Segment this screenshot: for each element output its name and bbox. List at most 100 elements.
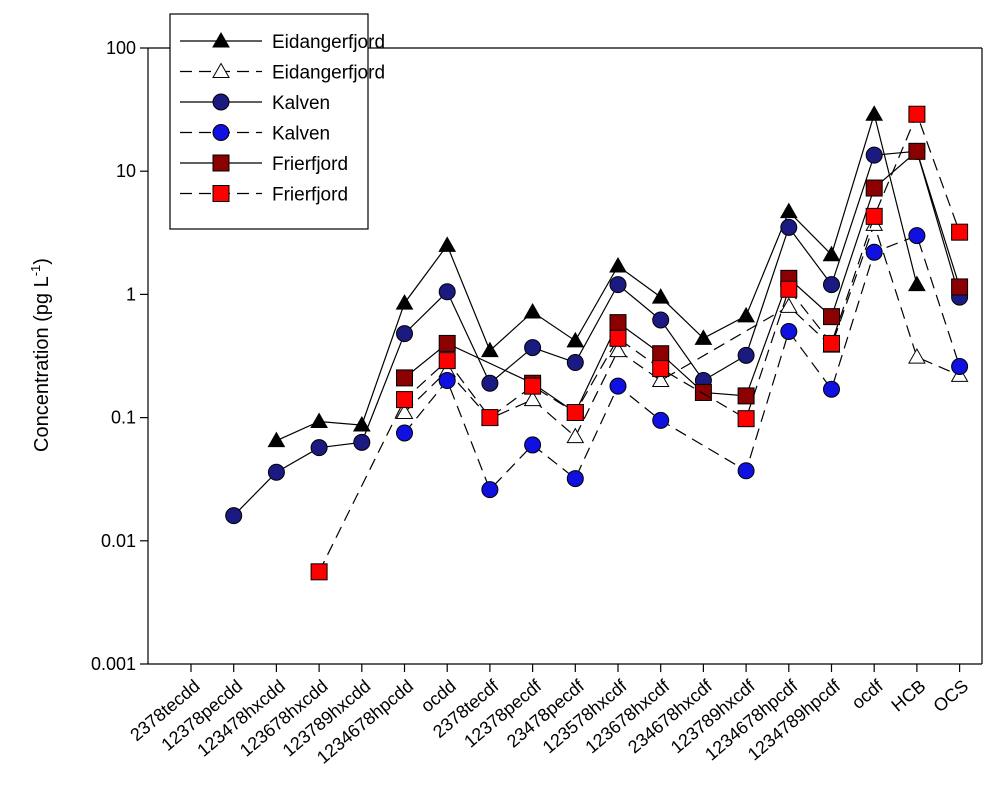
- data-point-triangle: [438, 236, 457, 252]
- series-0: [267, 105, 926, 448]
- data-point-triangle: [779, 297, 798, 313]
- legend-label: Kalven: [272, 93, 330, 114]
- data-point-square: [310, 563, 328, 581]
- data-point-square: [951, 223, 969, 241]
- series-5: [310, 105, 969, 581]
- data-point-square: [652, 345, 670, 363]
- data-point-triangle: [737, 306, 755, 323]
- data-point-triangle: [822, 245, 841, 262]
- y-tick-label: 1: [126, 284, 136, 304]
- y-tick-label: 10: [116, 161, 136, 181]
- data-point-square: [396, 369, 413, 387]
- data-point-triangle: [395, 403, 414, 420]
- data-point-triangle: [566, 427, 585, 444]
- series-layer: [225, 105, 969, 581]
- data-point-square: [780, 280, 798, 298]
- data-point-circle: [780, 322, 798, 340]
- data-point-circle: [481, 481, 499, 499]
- y-tick-label: 100: [106, 38, 136, 58]
- y-tick-label: 0.01: [101, 531, 136, 551]
- data-point-circle: [737, 346, 755, 364]
- data-point-triangle: [395, 294, 414, 310]
- data-point-circle: [652, 411, 670, 429]
- legend-item: Kalven: [180, 93, 330, 114]
- data-point-circle: [865, 146, 883, 164]
- data-point-square: [566, 404, 584, 422]
- legend: Eidangerfjord Eidangerfjord Kalven Kalven Fr…: [169, 13, 385, 230]
- data-point-circle: [212, 124, 230, 141]
- series-4: [396, 142, 969, 422]
- data-point-circle: [737, 462, 755, 480]
- data-point-circle: [267, 463, 285, 481]
- data-point-circle: [225, 507, 243, 525]
- data-point-circle: [780, 218, 798, 236]
- series-line: [318, 112, 961, 573]
- data-point-circle: [396, 424, 413, 442]
- series-line: [404, 222, 960, 438]
- x-tick-label: ocdf: [848, 675, 888, 713]
- data-point-circle: [908, 227, 926, 245]
- data-point-circle: [438, 283, 456, 301]
- data-point-square: [212, 185, 230, 202]
- data-point-square: [737, 387, 755, 405]
- data-point-circle: [823, 380, 840, 398]
- data-point-triangle: [310, 412, 328, 428]
- data-point-triangle: [481, 341, 499, 358]
- data-point-triangle: [523, 302, 542, 319]
- data-point-circle: [566, 354, 584, 372]
- legend-item: Frierfjord: [180, 185, 348, 206]
- y-axis-label: Concentration (pg L-1): [28, 258, 53, 452]
- legend-item: Frierfjord: [180, 154, 348, 175]
- data-point-square: [908, 105, 926, 123]
- data-point-circle: [823, 276, 840, 294]
- data-point-triangle: [352, 416, 371, 432]
- data-point-square: [609, 329, 627, 347]
- legend-item: Kalven: [180, 124, 330, 145]
- legend-label: Kalven: [272, 124, 330, 145]
- data-point-circle: [524, 339, 542, 357]
- data-point-square: [865, 179, 883, 197]
- legend-label: Eidangerfjord: [272, 32, 385, 53]
- legend-label: Frierfjord: [272, 154, 348, 175]
- x-tick-label: OCS: [929, 676, 972, 716]
- data-point-square: [865, 207, 883, 225]
- data-point-square: [396, 391, 413, 409]
- data-point-circle: [310, 439, 328, 457]
- data-point-triangle: [651, 288, 670, 304]
- x-tick-label: HCB: [887, 676, 929, 716]
- data-point-triangle: [212, 62, 230, 78]
- y-tick-label: 0.1: [111, 408, 136, 428]
- data-point-triangle: [609, 257, 627, 273]
- data-point-circle: [353, 433, 371, 451]
- data-point-circle: [212, 93, 230, 111]
- data-point-triangle: [908, 348, 926, 364]
- data-point-triangle: [694, 329, 713, 345]
- data-point-circle: [609, 377, 627, 395]
- data-point-triangle: [609, 341, 627, 358]
- legend-item: Eidangerfjord: [180, 31, 385, 53]
- data-point-triangle: [212, 31, 230, 48]
- data-point-square: [438, 334, 456, 352]
- data-point-square: [823, 334, 840, 352]
- data-point-circle: [396, 325, 413, 343]
- data-point-square: [823, 308, 840, 326]
- legend-label: Eidangerfjord: [272, 63, 385, 84]
- data-point-triangle: [523, 390, 542, 407]
- data-point-circle: [566, 470, 584, 488]
- data-point-square: [609, 314, 627, 332]
- data-point-circle: [652, 311, 670, 329]
- series-3: [396, 227, 969, 499]
- data-point-triangle: [865, 105, 884, 121]
- y-tick-label: 0.001: [91, 654, 136, 674]
- data-point-square: [737, 410, 755, 428]
- data-point-square: [908, 142, 926, 160]
- data-point-circle: [951, 357, 969, 375]
- data-point-square: [212, 154, 230, 172]
- data-point-circle: [481, 374, 499, 392]
- data-point-square: [652, 360, 670, 378]
- data-point-square: [524, 377, 542, 395]
- data-point-circle: [438, 372, 456, 390]
- data-point-square: [481, 409, 499, 427]
- data-point-triangle: [651, 371, 670, 388]
